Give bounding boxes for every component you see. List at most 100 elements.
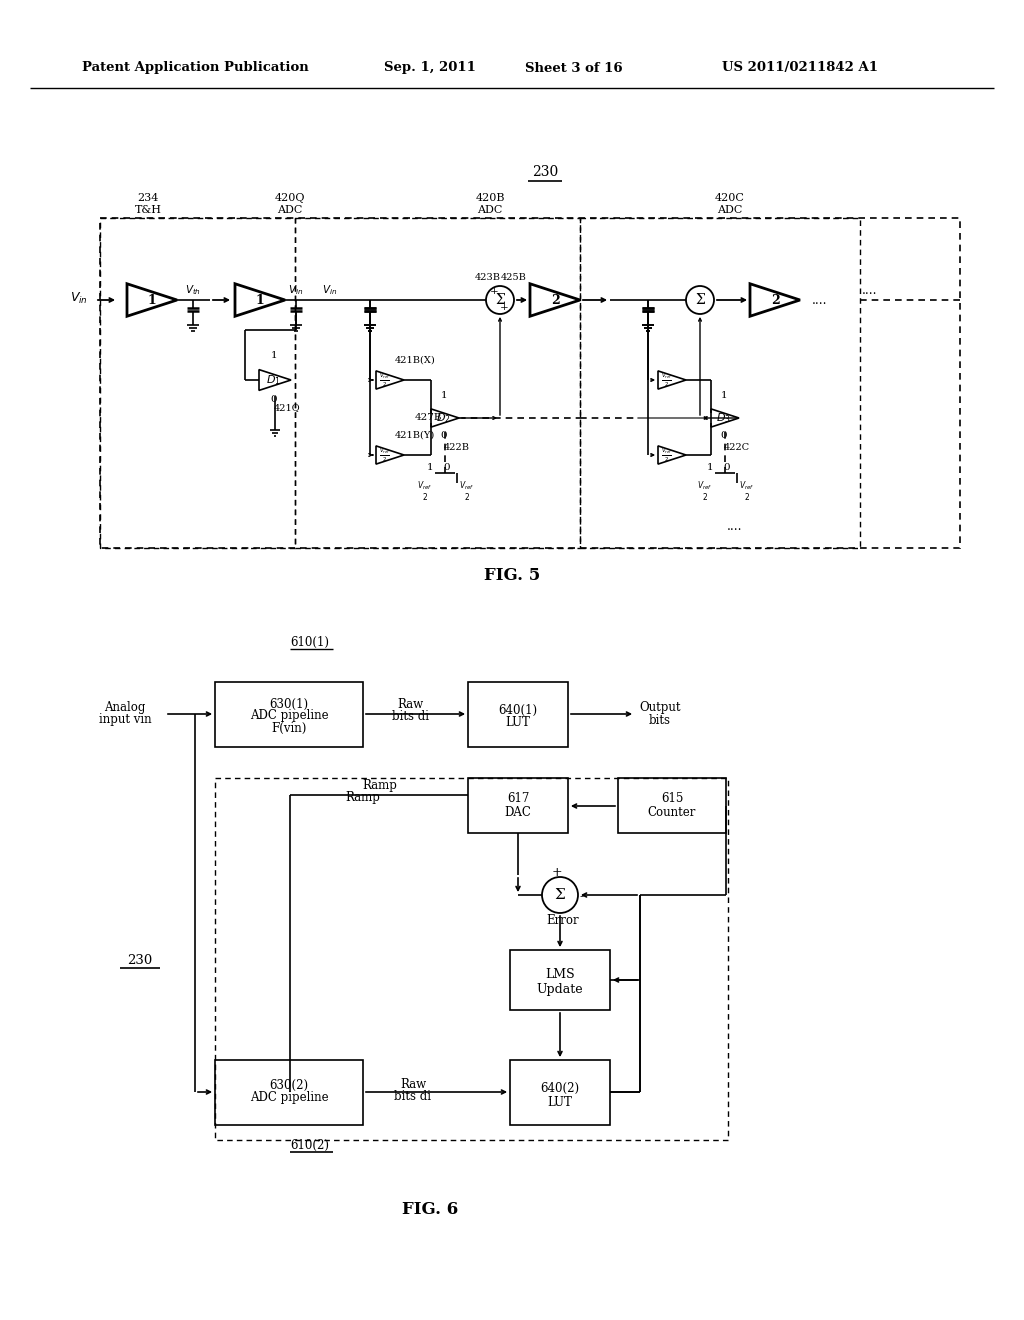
Polygon shape bbox=[259, 370, 291, 391]
Text: 420Q: 420Q bbox=[274, 193, 305, 203]
Text: 0: 0 bbox=[724, 463, 730, 473]
Text: ADC pipeline: ADC pipeline bbox=[250, 710, 329, 722]
Text: Patent Application Publication: Patent Application Publication bbox=[82, 62, 308, 74]
Bar bbox=[468, 777, 568, 833]
Circle shape bbox=[486, 286, 514, 314]
Text: Raw: Raw bbox=[397, 697, 423, 710]
Text: $D_3$: $D_3$ bbox=[716, 411, 730, 425]
Text: $2$: $2$ bbox=[702, 491, 708, 502]
Text: $\frac{V_{ref}}{2}$: $\frac{V_{ref}}{2}$ bbox=[379, 446, 390, 463]
Text: $V_{th}$: $V_{th}$ bbox=[185, 282, 201, 297]
Text: Analog: Analog bbox=[104, 701, 145, 714]
Text: FIG. 5: FIG. 5 bbox=[484, 566, 540, 583]
Text: LMS: LMS bbox=[545, 969, 574, 982]
Text: Σ: Σ bbox=[496, 293, 505, 308]
Bar bbox=[510, 950, 610, 1010]
Polygon shape bbox=[658, 446, 686, 465]
Text: T&H: T&H bbox=[134, 205, 162, 215]
Polygon shape bbox=[431, 409, 459, 428]
Text: 1: 1 bbox=[721, 392, 727, 400]
Text: 420B: 420B bbox=[475, 193, 505, 203]
Text: 421Q: 421Q bbox=[273, 404, 300, 412]
Text: ....: .... bbox=[862, 284, 878, 297]
Text: 230: 230 bbox=[531, 165, 558, 180]
Text: 630(2): 630(2) bbox=[269, 1078, 308, 1092]
Text: LUT: LUT bbox=[506, 715, 530, 729]
Bar bbox=[215, 777, 728, 1140]
Text: LUT: LUT bbox=[548, 1096, 572, 1109]
Text: ....: .... bbox=[727, 520, 742, 532]
Text: +: + bbox=[500, 304, 508, 313]
Text: 1: 1 bbox=[427, 463, 433, 473]
Polygon shape bbox=[376, 371, 404, 389]
Text: 2: 2 bbox=[551, 293, 559, 306]
Text: 610(2): 610(2) bbox=[291, 1138, 330, 1151]
Text: US 2011/0211842 A1: US 2011/0211842 A1 bbox=[722, 62, 878, 74]
Text: ADC: ADC bbox=[278, 205, 303, 215]
Bar bbox=[468, 682, 568, 747]
Text: Sep. 1, 2011: Sep. 1, 2011 bbox=[384, 62, 476, 74]
Text: Error: Error bbox=[547, 913, 580, 927]
Text: 0: 0 bbox=[440, 432, 447, 441]
Bar bbox=[618, 777, 726, 833]
Text: 1: 1 bbox=[440, 392, 447, 400]
Text: 1: 1 bbox=[707, 463, 714, 473]
Text: F(vin): F(vin) bbox=[271, 722, 306, 734]
Text: 421B(X): 421B(X) bbox=[395, 355, 436, 364]
Polygon shape bbox=[711, 409, 739, 428]
Text: Ramp: Ramp bbox=[345, 792, 380, 804]
Polygon shape bbox=[127, 284, 177, 317]
Polygon shape bbox=[530, 284, 580, 317]
Text: $\frac{V_{ref}}{2}$: $\frac{V_{ref}}{2}$ bbox=[662, 446, 673, 463]
Text: Counter: Counter bbox=[648, 805, 696, 818]
Text: ADC: ADC bbox=[718, 205, 742, 215]
Text: $V_{ref}$: $V_{ref}$ bbox=[418, 479, 432, 492]
Text: $\frac{V_{ref}}{2}$: $\frac{V_{ref}}{2}$ bbox=[379, 371, 390, 388]
Bar bbox=[295, 218, 580, 548]
Text: Output: Output bbox=[639, 701, 681, 714]
Text: 421B(Y): 421B(Y) bbox=[395, 430, 435, 440]
Text: 610(1): 610(1) bbox=[291, 635, 330, 648]
Text: $D_2$: $D_2$ bbox=[435, 411, 451, 425]
Text: $V_{ref}$: $V_{ref}$ bbox=[460, 479, 475, 492]
Text: 422C: 422C bbox=[724, 444, 750, 453]
Text: input vin: input vin bbox=[98, 714, 152, 726]
Text: $2$: $2$ bbox=[464, 491, 470, 502]
Text: 0: 0 bbox=[270, 396, 278, 404]
Text: 630(1): 630(1) bbox=[269, 697, 308, 710]
Text: 425B: 425B bbox=[501, 273, 527, 282]
Text: -: - bbox=[580, 891, 584, 903]
Text: $2$: $2$ bbox=[744, 491, 750, 502]
Text: 1: 1 bbox=[270, 351, 278, 360]
Text: 0: 0 bbox=[721, 432, 727, 441]
Text: Ramp: Ramp bbox=[362, 780, 397, 792]
Text: $\frac{V_{ref}}{2}$: $\frac{V_{ref}}{2}$ bbox=[662, 371, 673, 388]
Text: bits di: bits di bbox=[394, 1090, 431, 1104]
Text: 234: 234 bbox=[137, 193, 159, 203]
Text: 615: 615 bbox=[660, 792, 683, 804]
Text: DAC: DAC bbox=[505, 805, 531, 818]
Circle shape bbox=[542, 876, 578, 913]
Bar bbox=[215, 682, 362, 747]
Text: $V_{in}$: $V_{in}$ bbox=[289, 282, 303, 297]
Text: $V_{ref}$: $V_{ref}$ bbox=[739, 479, 755, 492]
Text: 423B: 423B bbox=[475, 273, 501, 282]
Text: $V_{in}$: $V_{in}$ bbox=[70, 290, 88, 305]
Text: bits di: bits di bbox=[391, 710, 428, 722]
Bar bbox=[510, 1060, 610, 1125]
Text: 230: 230 bbox=[127, 953, 153, 966]
Circle shape bbox=[686, 286, 714, 314]
Text: Update: Update bbox=[537, 983, 584, 997]
Bar bbox=[580, 218, 860, 548]
Text: 1: 1 bbox=[256, 293, 264, 306]
Text: +: + bbox=[552, 866, 562, 879]
Text: 0: 0 bbox=[443, 463, 451, 473]
Text: Raw: Raw bbox=[400, 1078, 426, 1092]
Text: ....: .... bbox=[812, 293, 827, 306]
Bar bbox=[215, 1060, 362, 1125]
Text: 2: 2 bbox=[771, 293, 779, 306]
Polygon shape bbox=[234, 284, 285, 317]
Text: $2$: $2$ bbox=[422, 491, 428, 502]
Text: Σ: Σ bbox=[555, 888, 565, 902]
Text: Σ: Σ bbox=[695, 293, 705, 308]
